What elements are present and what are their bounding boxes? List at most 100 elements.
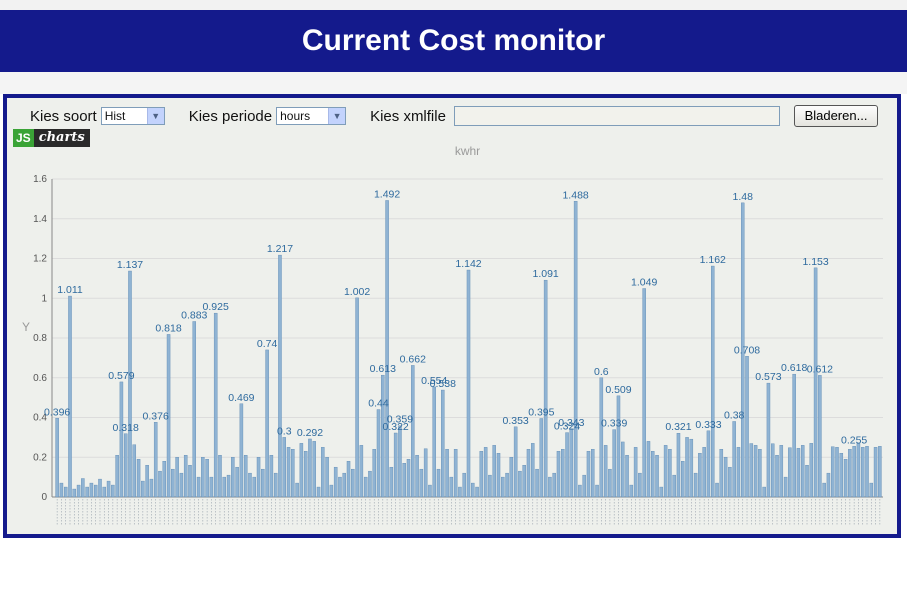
bar [226,474,231,498]
bar [209,476,214,498]
data-label: 0.322 [383,421,409,433]
bar [873,447,878,498]
bar [582,474,586,498]
data-label: 0.6 [594,366,609,378]
bar [462,472,466,498]
bar [749,443,754,498]
bar [316,486,321,498]
controls-bar: Kies soort Hist ▼ Kies periode hours ▼ K… [30,106,780,126]
data-label: 0.662 [400,353,426,365]
bar [153,422,158,498]
soort-select[interactable]: Hist ▼ [100,107,165,125]
data-label: 0.343 [558,417,584,429]
bar [685,437,689,498]
bar [115,455,119,498]
data-label: 0.38 [724,409,745,421]
periode-label: Kies periode [188,107,273,125]
bar [458,486,462,498]
bar [98,478,102,498]
logo-js: JS [13,129,34,147]
bar [672,474,676,498]
logo-charts: charts [33,129,90,147]
data-label: 0.469 [228,392,254,404]
y-tick-label: 1.4 [33,214,47,225]
bar [496,453,501,498]
bar [518,470,522,498]
bar [449,476,454,498]
data-label: 0.396 [44,406,70,418]
bar [586,451,591,498]
bar [381,374,385,498]
bar [201,457,205,498]
chart-title: kwhr [455,144,480,158]
bar [779,445,784,498]
y-tick-label: 1.6 [33,174,47,185]
bar [479,451,484,498]
bar [273,472,278,498]
bar [385,200,389,498]
periode-select-value: hours [280,109,311,123]
y-tick-label: 1 [41,293,47,304]
bar [363,476,368,498]
chevron-down-icon[interactable]: ▼ [328,108,346,124]
bar [728,466,732,498]
bar [513,426,518,498]
bar [389,466,394,498]
bar [372,449,376,498]
browse-button[interactable]: Bladeren... [794,105,878,127]
jscharts-logo: JS charts [13,129,90,147]
bar [788,447,792,498]
bar [612,429,616,498]
data-label: 1.011 [57,284,83,296]
bar [629,484,634,498]
periode-select[interactable]: hours ▼ [276,107,347,125]
chevron-down-icon[interactable]: ▼ [146,108,164,124]
bar [569,428,574,498]
bar [432,386,436,498]
bar [702,447,706,498]
bar [291,449,295,498]
bar [436,468,441,498]
bar [471,482,475,498]
data-label: 0.333 [695,419,721,431]
bar [548,476,552,498]
bar [561,449,565,498]
xmlfile-input[interactable] [453,106,780,126]
bar [175,457,179,498]
bar [843,459,848,498]
bar [359,445,364,498]
data-label: 0.818 [155,322,181,334]
bar [239,403,244,498]
bar [711,265,715,498]
bar [655,455,659,498]
bar [698,453,702,498]
bar [736,447,741,498]
bar [745,356,749,498]
data-label: 0.353 [502,415,528,427]
bar [329,484,334,498]
bar [595,484,599,498]
bar [860,447,865,498]
bar [282,437,286,498]
data-label: 1.48 [733,191,754,203]
bar [766,382,771,498]
bar [59,482,64,498]
bar [72,488,77,498]
page-title: Current Cost monitor [301,24,606,57]
bar [800,445,805,498]
data-label: 0.376 [143,410,169,422]
bar [539,418,544,498]
bar [423,448,428,498]
data-label: 0.44 [368,398,389,410]
bar [681,461,685,498]
bar [578,484,582,498]
bar [85,486,89,498]
data-label: 1.217 [267,243,293,255]
bar [839,453,844,498]
bar [775,455,779,498]
data-label: 0.74 [257,338,278,350]
bar [668,449,672,498]
bar [488,474,492,498]
bar [621,441,625,498]
bar [651,451,655,498]
